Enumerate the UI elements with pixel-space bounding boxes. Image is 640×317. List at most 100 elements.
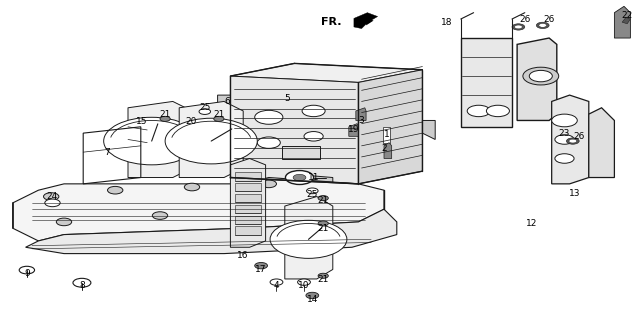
Text: 10: 10 [298, 281, 310, 290]
Text: 26: 26 [519, 15, 531, 24]
Polygon shape [354, 13, 378, 29]
Circle shape [552, 114, 577, 127]
Polygon shape [358, 70, 422, 184]
Circle shape [44, 193, 59, 200]
Text: FR.: FR. [321, 17, 341, 27]
Polygon shape [218, 95, 230, 114]
Circle shape [270, 220, 347, 258]
Polygon shape [517, 38, 557, 120]
Circle shape [19, 266, 35, 274]
Circle shape [108, 186, 123, 194]
Polygon shape [235, 183, 261, 191]
Text: 2: 2 [381, 145, 387, 153]
Text: 4: 4 [274, 281, 279, 290]
Polygon shape [614, 6, 630, 38]
Polygon shape [294, 174, 333, 187]
Circle shape [56, 218, 72, 226]
Text: 24: 24 [47, 192, 58, 201]
Circle shape [523, 67, 559, 85]
Circle shape [539, 23, 547, 27]
Polygon shape [384, 143, 392, 158]
Circle shape [104, 117, 200, 165]
Text: 9: 9 [24, 269, 29, 278]
Circle shape [566, 138, 579, 144]
Polygon shape [349, 124, 358, 136]
Circle shape [255, 262, 268, 269]
Polygon shape [383, 127, 390, 143]
Text: 7: 7 [105, 148, 110, 157]
Polygon shape [218, 120, 230, 139]
Circle shape [261, 180, 276, 188]
Polygon shape [235, 172, 261, 181]
Text: 25: 25 [307, 190, 318, 198]
Text: 14: 14 [307, 295, 318, 304]
Polygon shape [282, 146, 320, 158]
Polygon shape [230, 158, 266, 247]
Circle shape [467, 105, 490, 117]
Text: 3: 3 [359, 116, 364, 125]
Text: 26: 26 [573, 132, 585, 141]
Circle shape [160, 116, 170, 121]
Circle shape [512, 24, 525, 30]
Text: 20: 20 [185, 117, 196, 126]
Text: 26: 26 [543, 15, 555, 24]
Polygon shape [356, 108, 366, 120]
Circle shape [285, 171, 314, 184]
Circle shape [536, 22, 549, 29]
Circle shape [184, 183, 200, 191]
Circle shape [486, 105, 509, 117]
Polygon shape [179, 101, 243, 178]
Circle shape [255, 110, 283, 124]
Circle shape [270, 279, 283, 285]
Text: 11: 11 [308, 173, 319, 182]
Circle shape [165, 118, 257, 164]
Text: 21: 21 [317, 224, 329, 233]
Polygon shape [285, 197, 333, 279]
Circle shape [307, 188, 318, 194]
Circle shape [199, 109, 211, 114]
Text: 23: 23 [559, 129, 570, 138]
Text: 17: 17 [255, 265, 267, 274]
Text: 21: 21 [317, 275, 329, 284]
Polygon shape [422, 120, 435, 139]
Text: 21: 21 [317, 196, 329, 205]
Circle shape [529, 70, 552, 82]
Circle shape [555, 154, 574, 163]
Text: 25: 25 [199, 103, 211, 112]
Text: 21: 21 [213, 110, 225, 119]
Polygon shape [552, 95, 589, 184]
Polygon shape [230, 63, 422, 82]
Text: 13: 13 [569, 189, 580, 198]
Circle shape [304, 132, 323, 141]
Circle shape [306, 292, 319, 299]
Circle shape [293, 174, 306, 181]
Circle shape [302, 105, 325, 117]
Polygon shape [589, 108, 614, 178]
Polygon shape [461, 38, 512, 127]
Circle shape [318, 273, 328, 278]
Text: 12: 12 [525, 219, 537, 228]
Polygon shape [622, 17, 630, 24]
Polygon shape [26, 209, 397, 254]
Text: 19: 19 [348, 126, 359, 134]
Circle shape [73, 278, 91, 287]
Text: 18: 18 [441, 18, 452, 27]
Polygon shape [230, 76, 358, 184]
Text: 16: 16 [237, 251, 249, 260]
Polygon shape [235, 226, 261, 235]
Text: 21: 21 [159, 110, 171, 119]
Circle shape [214, 116, 224, 121]
Text: 22: 22 [621, 11, 633, 20]
Circle shape [555, 135, 574, 144]
Circle shape [45, 199, 60, 207]
Circle shape [318, 196, 328, 201]
Circle shape [298, 279, 310, 285]
Circle shape [257, 137, 280, 148]
Circle shape [569, 139, 577, 143]
Polygon shape [235, 205, 261, 213]
Text: 8: 8 [79, 281, 84, 290]
Polygon shape [235, 194, 261, 202]
Circle shape [318, 221, 328, 226]
Text: 1: 1 [385, 130, 390, 139]
Circle shape [152, 212, 168, 219]
